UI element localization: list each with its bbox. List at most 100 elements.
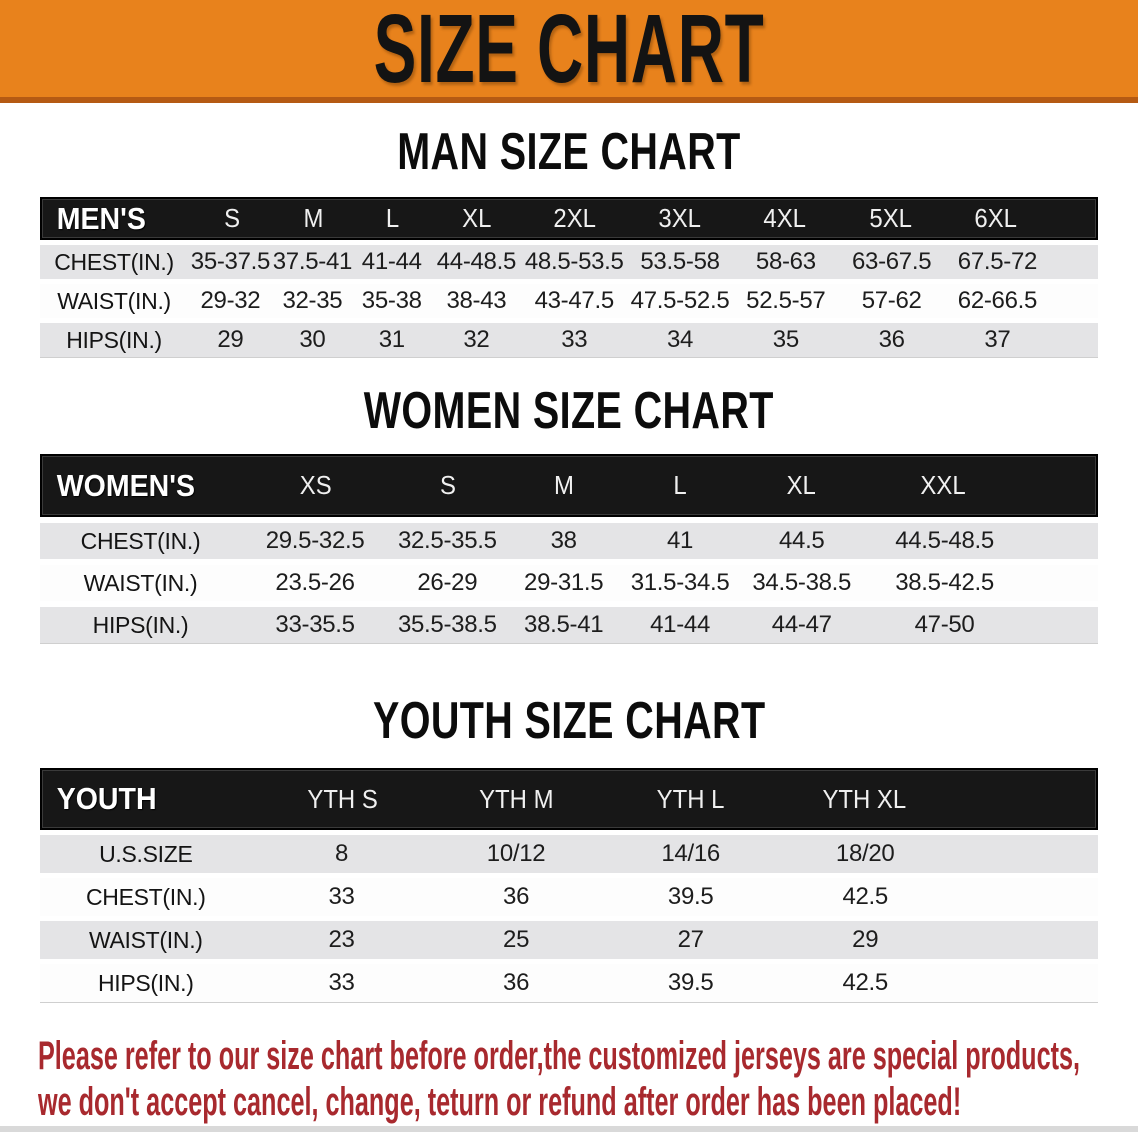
table-row: CHEST(IN.) 33 36 39.5 42.5: [40, 878, 1098, 916]
value-cell: 31.5-34.5: [630, 569, 730, 596]
value-cell: 18/20: [835, 840, 895, 867]
value-cell: 25: [503, 926, 530, 953]
value-cell: 38.5-42.5: [895, 569, 994, 596]
value-cell: 43-47.5: [534, 287, 615, 314]
table-header-label: WOMEN'S: [56, 467, 196, 503]
row-label: U.S.SIZE: [99, 840, 193, 867]
value-cell: 35: [772, 326, 799, 353]
value-cell: 52.5-57: [746, 287, 826, 314]
value-cell: 62-66.5: [957, 287, 1038, 314]
value-cell: 36: [503, 883, 530, 910]
table-header-row: WOMEN'S XS S M L XL XXL: [40, 454, 1098, 517]
man-size-chart-section: MAN SIZE CHART MEN'S S M L XL 2XL 3XL 4XL 5XL 6XL…: [0, 125, 1138, 358]
value-cell: 44-47: [771, 611, 832, 638]
man-section-title: MAN SIZE CHART: [397, 123, 741, 181]
disclaimer-line-1: Please refer to our size chart before or…: [38, 1034, 1081, 1078]
value-cell: 14/16: [661, 840, 720, 867]
bottom-edge-strip: [0, 1126, 1138, 1132]
table-row: WAIST(IN.) 23.5-26 26-29 29-31.5 31.5-34.5 34…: [40, 565, 1098, 601]
value-cell: 34: [666, 326, 694, 353]
row-label: WAIST(IN.): [57, 287, 171, 314]
row-label: CHEST(IN.): [54, 248, 174, 275]
value-cell: 29: [217, 326, 244, 353]
value-cell: 34.5-38.5: [752, 569, 852, 596]
value-cell: 33: [328, 883, 355, 910]
value-cell: 33: [328, 969, 355, 996]
value-cell: 27: [677, 926, 704, 953]
value-cell: 33-35.5: [275, 611, 355, 638]
size-column-header: XS: [300, 470, 332, 500]
value-cell: 23.5-26: [275, 569, 355, 596]
value-cell: 58-63: [755, 248, 816, 275]
value-cell: 30: [299, 326, 326, 353]
value-cell: 29-32: [200, 287, 261, 314]
banner: SIZE CHART: [0, 0, 1138, 103]
value-cell: 29: [852, 926, 879, 953]
value-cell: 47-50: [914, 611, 975, 638]
size-column-header: S: [439, 470, 456, 500]
table-row: U.S.SIZE 8 10/12 14/16 18/20: [40, 835, 1098, 873]
women-section-title: WOMEN SIZE CHART: [363, 382, 775, 440]
size-column-header: 4XL: [763, 203, 807, 233]
value-cell: 47.5-52.5: [630, 287, 730, 314]
youth-size-table: YOUTH YTH S YTH M YTH L YTH XL U.S.SIZE 8 10/12…: [40, 768, 1098, 1003]
value-cell: 44.5: [778, 527, 825, 554]
value-cell: 32: [463, 326, 490, 353]
table-row: CHEST(IN.) 29.5-32.5 32.5-35.5 38 41 44.5 44.5…: [40, 523, 1098, 559]
size-column-header: M: [303, 203, 324, 233]
value-cell: 32.5-35.5: [397, 527, 497, 554]
size-column-header: YTH M: [479, 783, 554, 814]
value-cell: 36: [503, 969, 530, 996]
size-column-header: XL: [462, 203, 492, 233]
value-cell: 39.5: [667, 969, 714, 996]
value-cell: 35-37.5: [190, 248, 271, 275]
value-cell: 36: [878, 326, 905, 353]
value-cell: 32-35: [282, 287, 343, 314]
size-column-header: L: [385, 203, 400, 233]
value-cell: 37.5-41: [272, 248, 353, 275]
row-label: WAIST(IN.): [88, 926, 203, 953]
page-title: SIZE CHART: [373, 0, 765, 103]
table-row: WAIST(IN.) 23 25 27 29: [40, 921, 1098, 959]
table-row: HIPS(IN.) 29 30 31 32 33 34 35 36 37: [40, 323, 1098, 357]
value-cell: 35.5-38.5: [397, 611, 497, 638]
row-label: WAIST(IN.): [83, 569, 198, 596]
value-cell: 31: [378, 326, 405, 353]
value-cell: 53.5-58: [640, 248, 720, 275]
size-column-header: YTH XL: [822, 783, 906, 814]
value-cell: 41: [667, 527, 694, 554]
table-header-row: MEN'S S M L XL 2XL 3XL 4XL 5XL 6XL: [40, 197, 1098, 240]
value-cell: 38: [550, 527, 577, 554]
women-size-chart-section: WOMEN SIZE CHART WOMEN'S XS S M L XL XXL CHEST(…: [0, 384, 1138, 644]
value-cell: 44.5-48.5: [895, 527, 994, 554]
value-cell: 41-44: [361, 248, 422, 275]
size-column-header: YTH S: [307, 783, 378, 814]
table-row: HIPS(IN.) 33-35.5 35.5-38.5 38.5-41 41-44 44-…: [40, 607, 1098, 643]
table-header-label: YOUTH: [56, 781, 157, 816]
value-cell: 26-29: [417, 569, 478, 596]
size-column-header: 5XL: [869, 203, 912, 233]
table-row: WAIST(IN.) 29-32 32-35 35-38 38-43 43-47.5 47.…: [40, 284, 1098, 318]
row-label: HIPS(IN.): [97, 969, 194, 996]
size-column-header: XXL: [920, 470, 966, 500]
size-column-header: 2XL: [552, 203, 596, 233]
row-label: HIPS(IN.): [92, 611, 189, 638]
men-size-table: MEN'S S M L XL 2XL 3XL 4XL 5XL 6XL CHEST(IN.) 35-37…: [40, 197, 1098, 358]
value-cell: 37: [984, 326, 1011, 353]
row-label: HIPS(IN.): [66, 326, 162, 353]
value-cell: 38-43: [446, 287, 507, 314]
value-cell: 8: [334, 840, 349, 867]
row-label: CHEST(IN.): [80, 527, 201, 554]
women-size-table: WOMEN'S XS S M L XL XXL CHEST(IN.) 29.5-32.5 32.5…: [40, 454, 1098, 644]
size-column-header: L: [672, 470, 687, 500]
table-row: CHEST(IN.) 35-37.5 37.5-41 41-44 44-48.5 48.5…: [40, 245, 1098, 279]
value-cell: 35-38: [361, 287, 422, 314]
size-column-header: M: [553, 470, 574, 500]
disclaimer: Please refer to our size chart before or…: [38, 1033, 1138, 1125]
table-header-row: YOUTH YTH S YTH M YTH L YTH XL: [40, 768, 1098, 830]
value-cell: 48.5-53.5: [524, 248, 624, 275]
value-cell: 10/12: [486, 840, 546, 867]
value-cell: 23: [328, 926, 355, 953]
table-header-label: MEN'S: [56, 200, 146, 236]
value-cell: 42.5: [842, 883, 888, 910]
